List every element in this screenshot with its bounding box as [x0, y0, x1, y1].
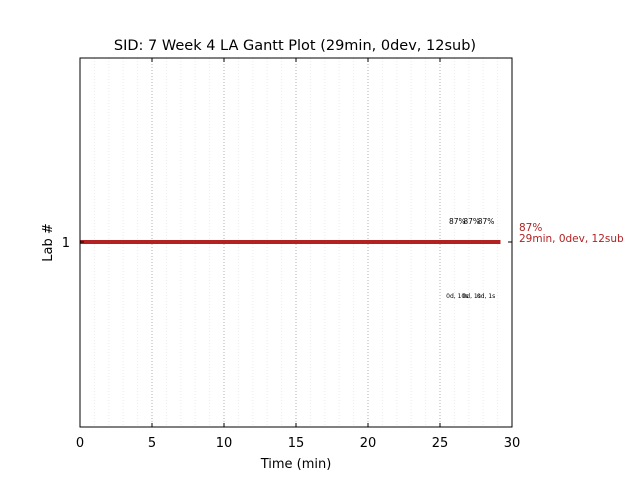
x-tick-label: 5 [148, 436, 156, 451]
submission-deviation-label: 0d, 10s [446, 293, 468, 300]
submission-score-label: 87% [449, 217, 466, 226]
submission-deviation-label: 0d, 1s [477, 293, 495, 300]
submission-score-label: 87% [478, 217, 495, 226]
chart-title: SID: 7 Week 4 LA Gantt Plot (29min, 0dev… [114, 38, 476, 54]
y-axis-ticks: 1 [62, 236, 512, 251]
x-tick-label: 25 [432, 436, 449, 451]
x-tick-label: 0 [76, 436, 84, 451]
bar-summary-stats: 29min, 0dev, 12sub [519, 233, 624, 245]
y-tick-label: 1 [62, 236, 70, 251]
x-tick-label: 30 [504, 436, 521, 451]
y-axis-label: Lab # [41, 223, 56, 262]
submission-annotations: 87% 0d, 10s 87% 0d, 1s 87% 0d, 1s [446, 217, 495, 300]
x-tick-label: 10 [216, 436, 233, 451]
x-axis-ticks: 0 5 10 15 20 25 30 [76, 58, 520, 451]
x-axis-label: Time (min) [260, 457, 332, 472]
submission-deviation-label: 0d, 1s [462, 293, 480, 300]
submission-score-label: 87% [463, 217, 480, 226]
x-tick-label: 15 [288, 436, 305, 451]
bar-summary-annotation: 87% 29min, 0dev, 12sub [519, 222, 624, 245]
bar-summary-percent: 87% [519, 222, 542, 234]
x-tick-label: 20 [360, 436, 377, 451]
